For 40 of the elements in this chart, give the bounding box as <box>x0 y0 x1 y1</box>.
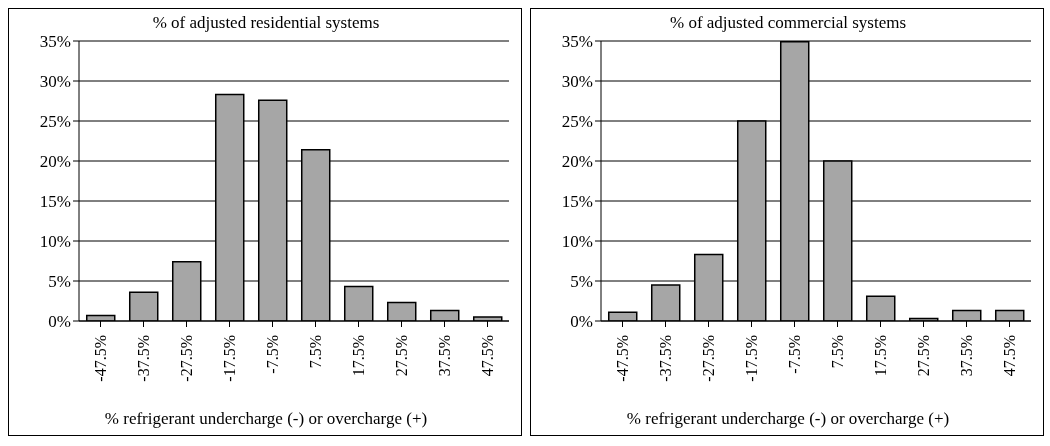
x-tick-label: 37.5% <box>436 335 453 377</box>
y-tick-label: 30% <box>561 72 593 92</box>
y-tick-label: 25% <box>39 112 71 132</box>
y-tick-label: 30% <box>39 72 71 92</box>
y-tick-label: 15% <box>39 192 71 212</box>
y-tick-label: 10% <box>39 232 71 252</box>
x-tick-label: -27.5% <box>700 335 717 382</box>
y-tick-label: 25% <box>561 112 593 132</box>
y-tick-label: 0% <box>570 312 593 332</box>
x-tick-label: -37.5% <box>135 335 152 382</box>
x-tick-label: -47.5% <box>92 335 109 382</box>
x-tick-label: 17.5% <box>872 335 889 377</box>
x-tick-label: -47.5% <box>614 335 631 382</box>
y-tick-label: 5% <box>48 272 71 292</box>
x-axis-title: % refrigerant undercharge (-) or overcharge (+) <box>625 409 951 429</box>
x-tick-label: 47.5% <box>479 335 496 377</box>
y-tick-label: 0% <box>48 312 71 332</box>
x-tick-label: -17.5% <box>743 335 760 382</box>
y-tick-label: 20% <box>561 152 593 172</box>
x-axis-title: % refrigerant undercharge (-) or overcharge (+) <box>103 409 429 429</box>
x-tick-label: 17.5% <box>350 335 367 377</box>
x-tick-label: -27.5% <box>178 335 195 382</box>
x-tick-label: -37.5% <box>657 335 674 382</box>
x-tick-label: 27.5% <box>393 335 410 377</box>
x-tick-label: 47.5% <box>1001 335 1018 377</box>
chart-title: % of adjusted residential systems <box>151 13 381 33</box>
y-tick-label: 20% <box>39 152 71 172</box>
y-tick-label: 5% <box>570 272 593 292</box>
y-tick-label: 35% <box>39 32 71 52</box>
x-tick-label: 7.5% <box>829 335 846 369</box>
y-tick-label: 10% <box>561 232 593 252</box>
x-tick-label: 7.5% <box>307 335 324 369</box>
y-tick-label: 35% <box>561 32 593 52</box>
x-tick-label: -7.5% <box>264 335 281 374</box>
x-tick-label: 37.5% <box>958 335 975 377</box>
x-tick-label: 27.5% <box>915 335 932 377</box>
y-tick-label: 15% <box>561 192 593 212</box>
x-tick-label: -17.5% <box>221 335 238 382</box>
x-tick-label: -7.5% <box>786 335 803 374</box>
chart-title: % of adjusted commercial systems <box>668 13 908 33</box>
